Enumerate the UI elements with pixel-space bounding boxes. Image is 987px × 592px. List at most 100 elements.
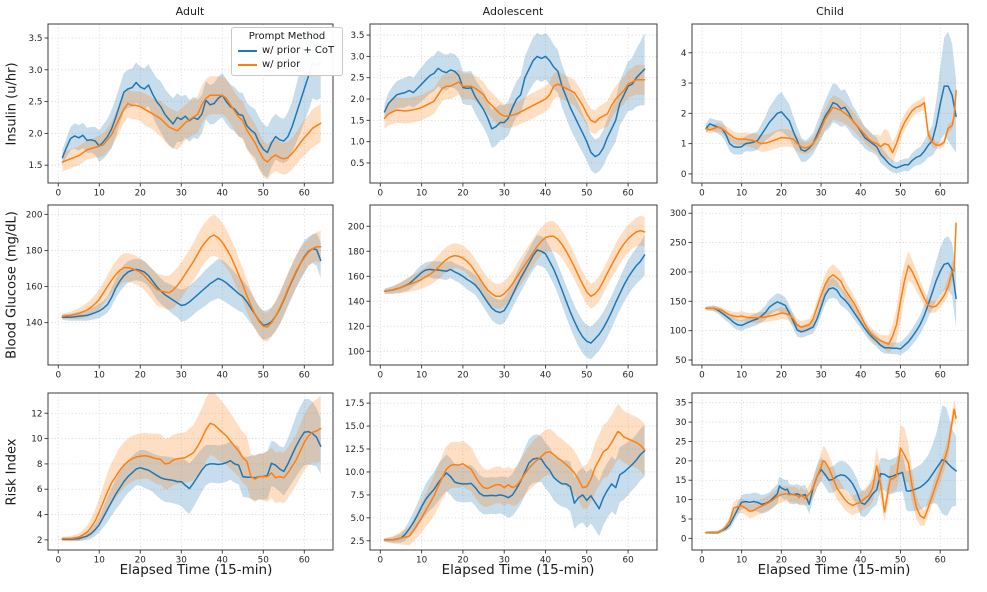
svg-text:40: 40 xyxy=(855,556,867,566)
svg-text:15.0: 15.0 xyxy=(345,422,365,432)
band-orange xyxy=(384,404,645,546)
svg-text:3.0: 3.0 xyxy=(29,66,43,76)
legend-entry-label: w/ prior xyxy=(262,59,301,70)
line-blue xyxy=(705,262,957,350)
svg-text:1.5: 1.5 xyxy=(351,116,365,126)
svg-text:5.0: 5.0 xyxy=(351,514,365,524)
svg-text:12: 12 xyxy=(31,409,42,419)
band-orange xyxy=(384,64,645,135)
subplot-child-insulin: 0 10 20 30 40 50 60 0 1 2 3 4 xyxy=(681,23,969,199)
svg-text:30: 30 xyxy=(176,556,188,566)
svg-text:140: 140 xyxy=(348,297,365,307)
band-orange xyxy=(62,393,321,542)
svg-text:50: 50 xyxy=(895,371,907,381)
svg-text:1: 1 xyxy=(681,140,687,150)
svg-text:35: 35 xyxy=(675,399,686,409)
svg-text:20: 20 xyxy=(135,371,147,381)
legend-line-swatch-orange xyxy=(238,63,257,66)
svg-text:200: 200 xyxy=(670,268,687,278)
line-orange xyxy=(383,430,646,541)
svg-text:17.5: 17.5 xyxy=(345,399,365,409)
svg-text:0: 0 xyxy=(681,170,687,180)
svg-text:10: 10 xyxy=(94,189,106,199)
svg-text:50: 50 xyxy=(258,189,270,199)
svg-text:2.5: 2.5 xyxy=(351,537,365,547)
svg-text:20: 20 xyxy=(457,556,469,566)
svg-text:10: 10 xyxy=(416,556,428,566)
svg-text:0: 0 xyxy=(699,556,705,566)
svg-text:1.0: 1.0 xyxy=(351,138,365,148)
svg-text:12.5: 12.5 xyxy=(345,445,365,455)
svg-text:0: 0 xyxy=(699,371,705,381)
svg-text:40: 40 xyxy=(540,189,552,199)
svg-text:120: 120 xyxy=(348,322,365,332)
svg-text:20: 20 xyxy=(135,189,147,199)
svg-text:3.0: 3.0 xyxy=(351,52,365,62)
subplot-adult-glucose: 0 10 20 30 40 50 60 140 160 180 200 xyxy=(26,204,334,381)
subplot-adolescent-insulin: 0 10 20 30 40 50 60 0.5 1.0 1.5 2.0 2.5 3.0 3.5 xyxy=(351,23,658,199)
svg-text:15: 15 xyxy=(675,476,686,486)
svg-text:200: 200 xyxy=(348,222,365,232)
line-blue xyxy=(383,249,646,344)
svg-text:40: 40 xyxy=(217,371,229,381)
xlabel-elapsed-time-adult: Elapsed Time (15-min) xyxy=(119,562,273,578)
svg-text:50: 50 xyxy=(581,556,593,566)
subplot-adult-insulin: 0 10 20 30 40 50 60 1.5 2.0 2.5 3.0 3.5 xyxy=(29,23,334,199)
svg-text:50: 50 xyxy=(581,371,593,381)
legend-entry-label: w/ prior + CoT xyxy=(262,45,335,56)
svg-text:0: 0 xyxy=(55,371,61,381)
ylabel-blood-glucose: Blood Glucose (mg/dL) xyxy=(4,211,20,359)
svg-text:60: 60 xyxy=(935,371,947,381)
svg-text:10: 10 xyxy=(31,435,43,445)
svg-text:60: 60 xyxy=(299,556,311,566)
svg-text:160: 160 xyxy=(26,283,43,293)
svg-text:30: 30 xyxy=(176,371,188,381)
svg-text:0: 0 xyxy=(55,189,61,199)
svg-text:3.5: 3.5 xyxy=(351,31,365,41)
svg-text:40: 40 xyxy=(855,371,867,381)
svg-text:0: 0 xyxy=(681,534,687,544)
svg-text:0: 0 xyxy=(378,189,384,199)
svg-text:40: 40 xyxy=(217,189,229,199)
line-orange xyxy=(705,89,957,154)
svg-text:50: 50 xyxy=(675,356,687,366)
svg-text:20: 20 xyxy=(776,556,788,566)
svg-text:10: 10 xyxy=(94,371,106,381)
svg-text:10.0: 10.0 xyxy=(345,468,365,478)
subplot-child-glucose: 0 10 20 30 40 50 60 50 100 150 200 250 300 xyxy=(670,204,969,381)
svg-text:60: 60 xyxy=(622,189,634,199)
svg-text:20: 20 xyxy=(675,457,687,467)
svg-text:2: 2 xyxy=(681,109,687,119)
svg-text:140: 140 xyxy=(26,319,43,329)
svg-text:30: 30 xyxy=(675,418,687,428)
line-orange xyxy=(61,234,322,328)
svg-text:10: 10 xyxy=(736,189,748,199)
subplot-title-adult: Adult xyxy=(175,5,205,18)
line-orange xyxy=(61,422,322,540)
svg-text:30: 30 xyxy=(815,189,827,199)
svg-text:0.5: 0.5 xyxy=(351,159,365,169)
legend-entry-w-prior: w/ prior xyxy=(238,59,336,70)
band-blue xyxy=(62,28,321,178)
svg-text:4: 4 xyxy=(37,511,43,521)
band-orange xyxy=(62,214,321,342)
svg-text:3: 3 xyxy=(681,79,687,89)
line-orange xyxy=(61,94,322,163)
svg-text:60: 60 xyxy=(935,556,947,566)
svg-text:10: 10 xyxy=(675,496,687,506)
svg-text:8: 8 xyxy=(37,460,43,470)
xlabel-elapsed-time-adolescent: Elapsed Time (15-min) xyxy=(441,562,595,578)
svg-text:30: 30 xyxy=(499,371,511,381)
svg-text:60: 60 xyxy=(299,371,311,381)
band-blue xyxy=(384,425,645,543)
ylabel-insulin: Insulin (u/hr) xyxy=(4,62,20,146)
line-blue xyxy=(383,450,646,541)
band-blue xyxy=(705,236,957,356)
svg-text:7.5: 7.5 xyxy=(351,491,365,501)
svg-text:30: 30 xyxy=(499,556,511,566)
svg-text:10: 10 xyxy=(416,189,428,199)
band-blue xyxy=(705,31,957,174)
svg-text:3.5: 3.5 xyxy=(29,34,43,44)
svg-text:30: 30 xyxy=(499,189,511,199)
svg-text:30: 30 xyxy=(176,189,188,199)
